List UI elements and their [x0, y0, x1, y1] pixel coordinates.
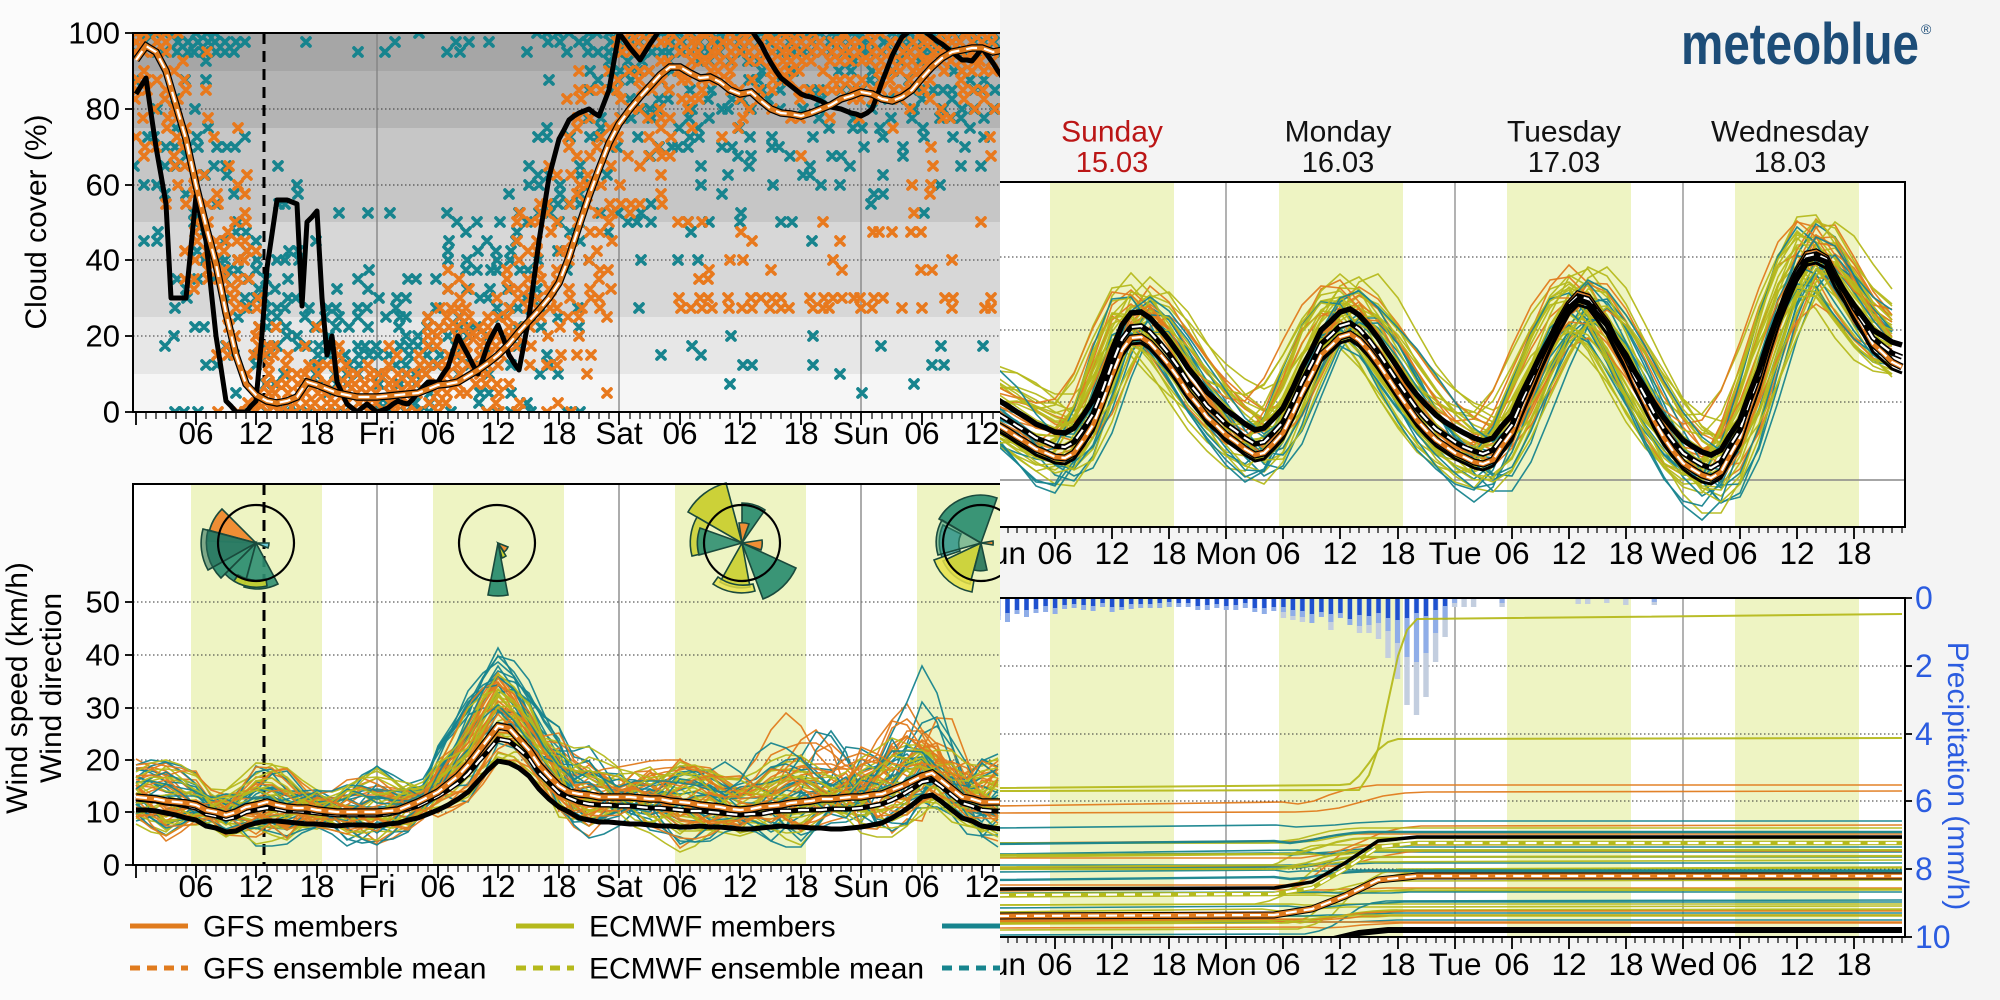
svg-text:Sunday: Sunday — [1061, 116, 1163, 149]
svg-text:Tuesday: Tuesday — [1507, 116, 1621, 149]
svg-text:Tue: Tue — [1428, 946, 1481, 982]
svg-text:Sun: Sun — [833, 415, 889, 451]
svg-text:12: 12 — [1094, 535, 1129, 571]
svg-text:18: 18 — [1608, 535, 1643, 571]
svg-text:50: 50 — [86, 585, 120, 620]
svg-text:10: 10 — [1915, 919, 1951, 955]
svg-text:18: 18 — [541, 868, 576, 904]
svg-text:12: 12 — [964, 868, 999, 904]
svg-text:0: 0 — [103, 395, 120, 430]
svg-text:06: 06 — [1265, 535, 1300, 571]
svg-text:8: 8 — [1915, 851, 1933, 887]
svg-text:GFS ensemble mean: GFS ensemble mean — [203, 953, 486, 986]
svg-text:Tue: Tue — [1428, 535, 1481, 571]
svg-text:Sat: Sat — [595, 415, 643, 451]
svg-text:4: 4 — [1915, 716, 1933, 752]
svg-text:06: 06 — [1265, 946, 1300, 982]
svg-text:80: 80 — [86, 92, 120, 127]
svg-text:GFS members: GFS members — [203, 911, 398, 944]
svg-text:100: 100 — [68, 16, 120, 51]
svg-text:18: 18 — [1836, 946, 1871, 982]
svg-text:12: 12 — [1551, 946, 1586, 982]
svg-text:06: 06 — [1494, 535, 1529, 571]
svg-text:Wind speed (km/h): Wind speed (km/h) — [1, 562, 34, 814]
svg-text:18: 18 — [1836, 535, 1871, 571]
svg-text:Sat: Sat — [595, 868, 643, 904]
svg-text:12: 12 — [238, 415, 273, 451]
svg-text:17.03: 17.03 — [1528, 147, 1601, 179]
svg-text:18: 18 — [299, 415, 334, 451]
svg-text:Wed: Wed — [1651, 946, 1715, 982]
svg-text:12: 12 — [480, 868, 515, 904]
svg-text:06: 06 — [904, 868, 939, 904]
svg-text:Precipitation (mm/h): Precipitation (mm/h) — [1941, 642, 1974, 910]
svg-text:Sun: Sun — [833, 868, 889, 904]
svg-text:40: 40 — [86, 243, 120, 278]
svg-text:6: 6 — [1915, 783, 1933, 819]
svg-text:60: 60 — [86, 168, 120, 203]
svg-text:06: 06 — [178, 415, 213, 451]
svg-text:12: 12 — [1322, 946, 1357, 982]
svg-text:06: 06 — [662, 415, 697, 451]
svg-text:06: 06 — [178, 868, 213, 904]
svg-text:12: 12 — [1094, 946, 1129, 982]
svg-text:meteoblue: meteoblue — [1681, 12, 1919, 77]
svg-text:06: 06 — [1494, 946, 1529, 982]
svg-text:18: 18 — [299, 868, 334, 904]
svg-text:Wind direction: Wind direction — [35, 593, 68, 783]
svg-text:06: 06 — [420, 868, 455, 904]
svg-text:18: 18 — [1608, 946, 1643, 982]
svg-text:18: 18 — [783, 415, 818, 451]
svg-text:40: 40 — [86, 638, 120, 673]
svg-text:18: 18 — [1380, 946, 1415, 982]
svg-text:12: 12 — [964, 415, 999, 451]
svg-text:Wed: Wed — [1651, 535, 1715, 571]
svg-text:18.03: 18.03 — [1754, 147, 1827, 179]
svg-text:12: 12 — [480, 415, 515, 451]
svg-text:06: 06 — [1722, 535, 1757, 571]
svg-text:10: 10 — [86, 795, 120, 830]
svg-text:12: 12 — [238, 868, 273, 904]
svg-text:20: 20 — [86, 743, 120, 778]
svg-text:18: 18 — [541, 415, 576, 451]
svg-text:18: 18 — [1151, 535, 1186, 571]
svg-text:18: 18 — [1151, 946, 1186, 982]
svg-text:12: 12 — [1551, 535, 1586, 571]
svg-text:16.03: 16.03 — [1302, 147, 1375, 179]
svg-text:ECMWF members: ECMWF members — [589, 911, 836, 944]
svg-text:Wednesday: Wednesday — [1711, 116, 1869, 149]
svg-text:12: 12 — [722, 868, 757, 904]
svg-text:0: 0 — [1915, 580, 1933, 616]
svg-text:06: 06 — [904, 415, 939, 451]
svg-text:Mon: Mon — [1195, 946, 1256, 982]
svg-text:®: ® — [1921, 21, 1932, 37]
svg-text:30: 30 — [86, 691, 120, 726]
svg-text:Sun: Sun — [1000, 946, 1026, 982]
svg-text:12: 12 — [722, 415, 757, 451]
svg-text:ECMWF ensemble mean: ECMWF ensemble mean — [589, 953, 924, 986]
svg-text:06: 06 — [1722, 946, 1757, 982]
svg-text:Monday: Monday — [1285, 116, 1392, 149]
svg-text:15.03: 15.03 — [1076, 147, 1149, 179]
svg-text:06: 06 — [662, 868, 697, 904]
svg-text:18: 18 — [1380, 535, 1415, 571]
svg-text:12: 12 — [1779, 946, 1814, 982]
svg-text:06: 06 — [1037, 535, 1072, 571]
svg-text:12: 12 — [1322, 535, 1357, 571]
svg-text:2: 2 — [1915, 648, 1933, 684]
svg-text:Cloud cover (%): Cloud cover (%) — [20, 114, 53, 329]
svg-text:06: 06 — [1037, 946, 1072, 982]
svg-text:Fri: Fri — [359, 415, 396, 451]
svg-text:0: 0 — [103, 848, 120, 883]
svg-text:20: 20 — [86, 319, 120, 354]
svg-text:Fri: Fri — [359, 868, 396, 904]
svg-text:Sun: Sun — [1000, 535, 1026, 571]
svg-text:12: 12 — [1779, 535, 1814, 571]
svg-text:Mon: Mon — [1195, 535, 1256, 571]
svg-text:18: 18 — [783, 868, 818, 904]
svg-text:06: 06 — [420, 415, 455, 451]
